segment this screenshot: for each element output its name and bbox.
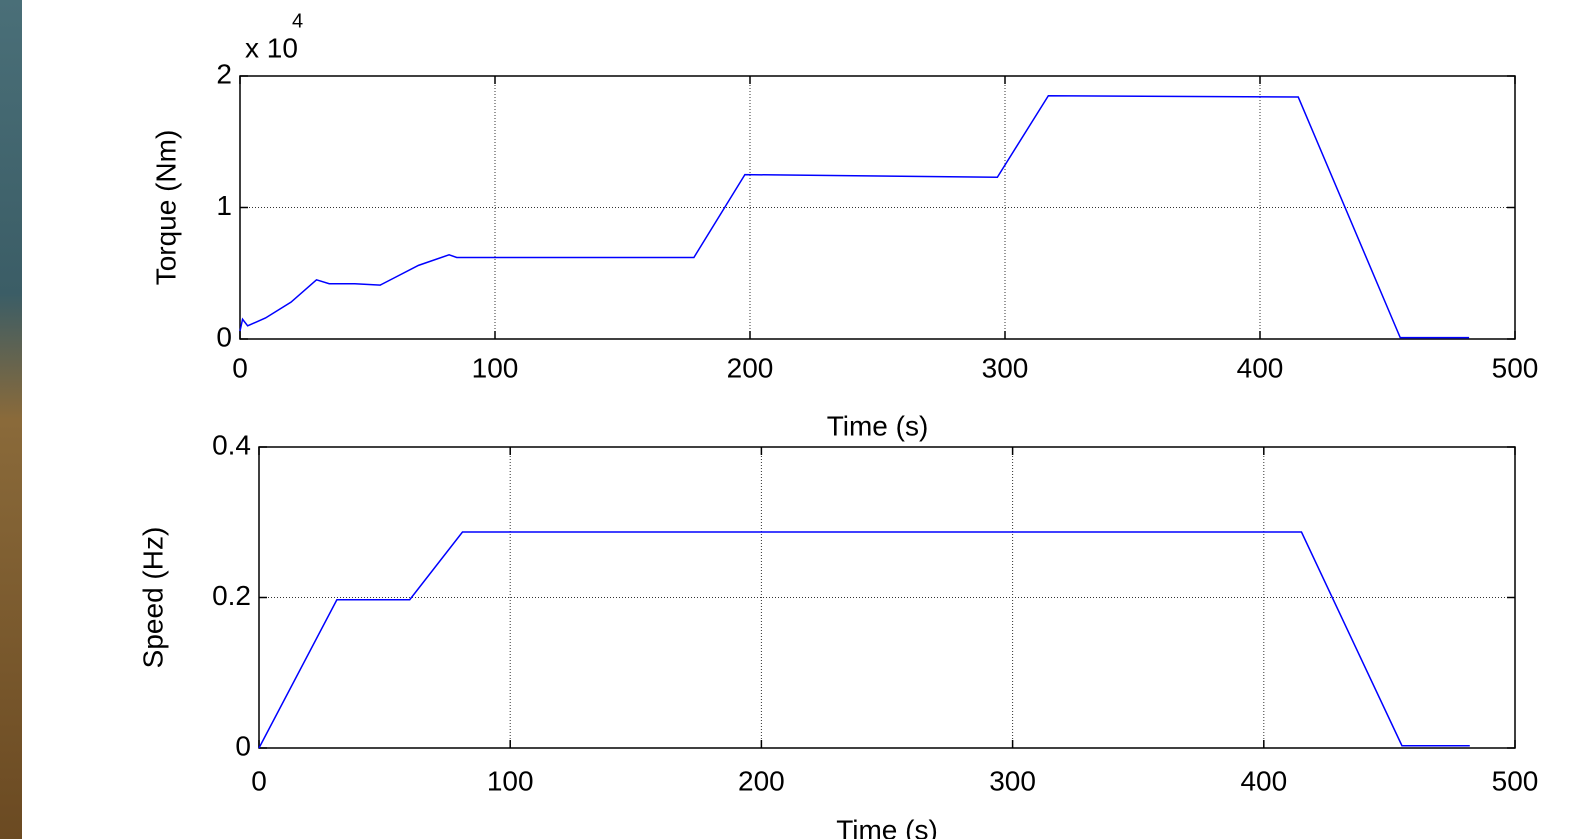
x-tick-label: 100 xyxy=(487,765,534,796)
x-tick-label: 100 xyxy=(472,352,519,383)
x-tick-label: 200 xyxy=(727,352,774,383)
plot-box xyxy=(258,446,1516,749)
y-axis-label: Speed (Hz) xyxy=(137,527,168,669)
x-tick-label: 400 xyxy=(1240,765,1287,796)
x-axis-label: Time (s) xyxy=(827,410,929,441)
x-tick-label: 0 xyxy=(251,765,267,796)
x-tick-label: 300 xyxy=(982,352,1029,383)
y-tick-label: 0 xyxy=(235,730,251,761)
data-line xyxy=(239,94,1470,339)
y-tick-label: 0 xyxy=(216,321,232,352)
y-axis-label: Torque (Nm) xyxy=(150,130,181,286)
x-tick-label: 200 xyxy=(738,765,785,796)
y-tick-label: 0.2 xyxy=(212,580,251,611)
data-line xyxy=(258,531,1470,749)
background-photo-strip xyxy=(0,0,22,839)
x-tick-label: 500 xyxy=(1492,352,1539,383)
y-multiplier: x 10 xyxy=(245,32,298,63)
x-tick-label: 0 xyxy=(232,352,248,383)
x-tick-label: 500 xyxy=(1492,765,1539,796)
x-axis-label: Time (s) xyxy=(836,814,938,839)
x-tick-label: 400 xyxy=(1237,352,1284,383)
y-multiplier-exponent: 4 xyxy=(292,10,303,32)
y-tick-label: 2 xyxy=(216,58,232,89)
y-tick-label: 1 xyxy=(216,190,232,221)
x-tick-label: 300 xyxy=(989,765,1036,796)
plot-box xyxy=(239,75,1516,340)
y-tick-label: 0.4 xyxy=(212,429,251,460)
